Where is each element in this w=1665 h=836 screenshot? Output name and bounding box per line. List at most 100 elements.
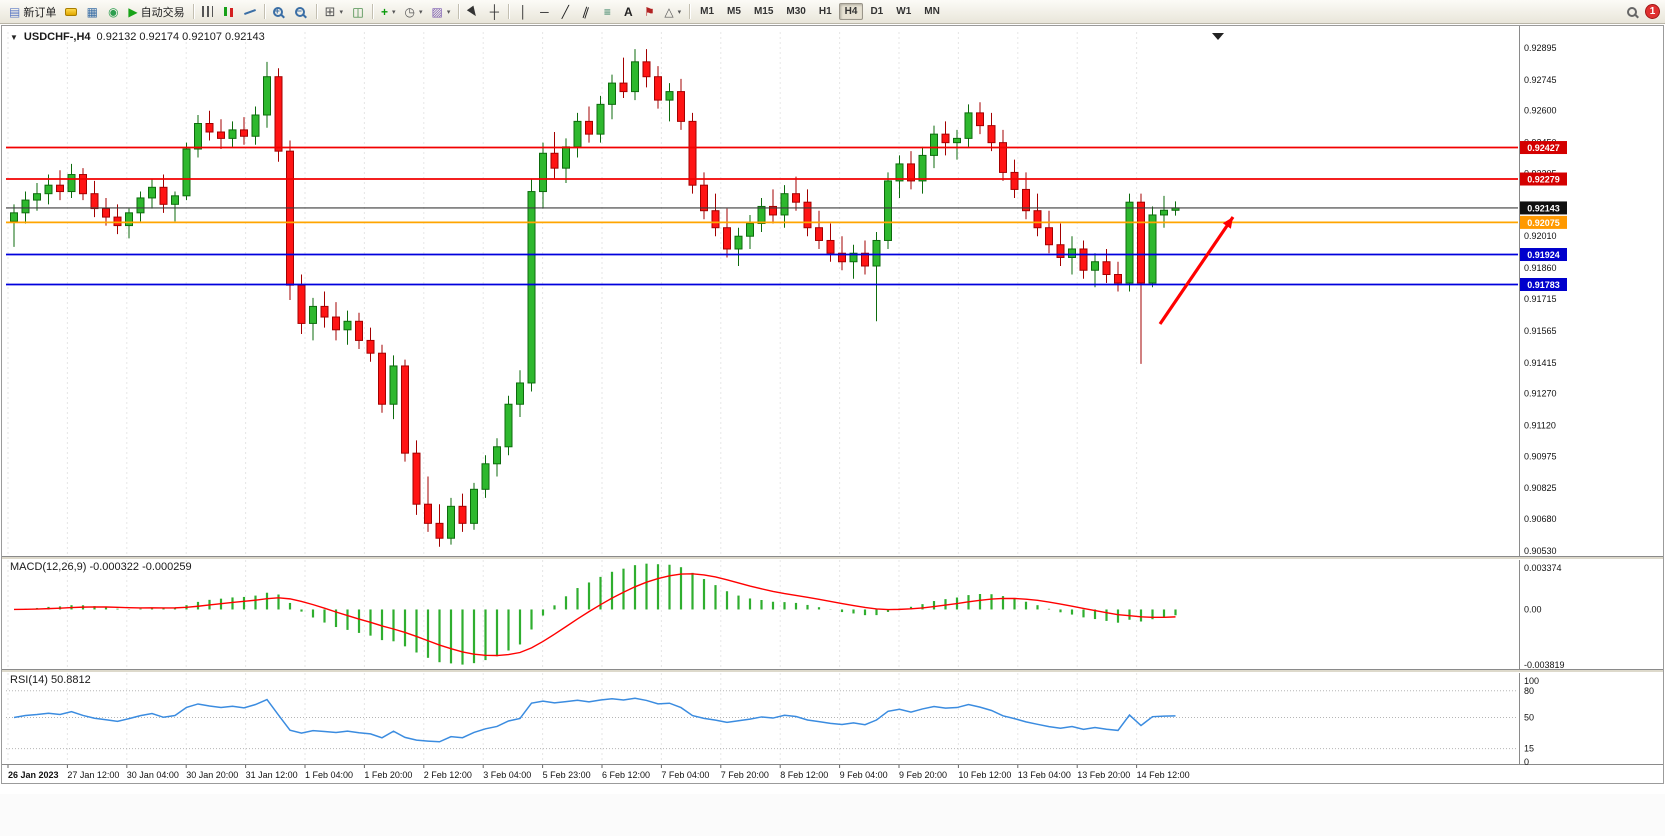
crosshair-button[interactable]: ┼ xyxy=(484,2,504,22)
toolbar-separator xyxy=(192,4,194,19)
zoom-out-icon xyxy=(294,6,305,17)
svg-text:8 Feb 12:00: 8 Feb 12:00 xyxy=(780,770,828,780)
horizontal-line-button[interactable]: ─ xyxy=(534,2,554,22)
timeframe-m5-button[interactable]: M5 xyxy=(721,3,747,20)
template-icon: ▨ xyxy=(431,4,443,19)
zoom-in-button[interactable] xyxy=(269,2,290,22)
chevron-down-icon: ▾ xyxy=(392,8,396,16)
tile-windows-icon: ◫ xyxy=(352,4,364,19)
templates-button[interactable]: ▨ ▾ xyxy=(428,2,455,22)
chart-window[interactable]: 26 Jan 2023 27 Jan 12:00 30 Jan 04:00 30 Ja… xyxy=(0,24,1665,794)
cursor-arrow-icon xyxy=(467,5,480,18)
text-button[interactable]: A xyxy=(618,2,638,22)
timeframe-w1-button[interactable]: W1 xyxy=(890,3,917,20)
svg-text:100: 100 xyxy=(1524,676,1539,686)
svg-text:0.91415: 0.91415 xyxy=(1524,358,1557,368)
svg-text:2 Feb 12:00: 2 Feb 12:00 xyxy=(424,770,472,780)
crosshair-icon: ┼ xyxy=(489,4,499,19)
hlines-layer: 0.92427 0.92279 0.92143 0.92075 0.91924 0.917… xyxy=(6,141,1567,292)
channel-button[interactable]: ∥ xyxy=(576,2,596,22)
chevron-down-icon: ▾ xyxy=(339,8,343,16)
svg-text:0.92010: 0.92010 xyxy=(1524,231,1557,241)
bar-chart-icon xyxy=(202,6,214,17)
timeframe-m30-button[interactable]: M30 xyxy=(780,3,811,20)
trendline-button[interactable]: ╱ xyxy=(555,2,575,22)
new-order-button[interactable]: ▤ 新订单 xyxy=(5,2,60,22)
svg-text:10 Feb 12:00: 10 Feb 12:00 xyxy=(958,770,1011,780)
zoom-in-icon xyxy=(272,6,283,17)
timeframe-m1-button[interactable]: M1 xyxy=(694,3,720,20)
market-watch-button[interactable]: ◉ xyxy=(103,2,123,22)
svg-text:0.90680: 0.90680 xyxy=(1524,514,1557,524)
notification-badge[interactable]: 1 xyxy=(1645,4,1660,19)
svg-text:6 Feb 12:00: 6 Feb 12:00 xyxy=(602,770,650,780)
autotrading-button[interactable]: ▶ 自动交易 xyxy=(124,2,188,22)
svg-text:0.00: 0.00 xyxy=(1524,604,1542,614)
timeframe-d1-button[interactable]: D1 xyxy=(864,3,889,20)
svg-text:26 Jan 2023: 26 Jan 2023 xyxy=(8,770,59,780)
svg-text:27 Jan 12:00: 27 Jan 12:00 xyxy=(67,770,119,780)
svg-text:0.91120: 0.91120 xyxy=(1524,421,1556,431)
timeframe-m15-button[interactable]: M15 xyxy=(748,3,779,20)
new-order-label: 新订单 xyxy=(23,6,57,19)
svg-text:9 Feb 04:00: 9 Feb 04:00 xyxy=(840,770,888,780)
new-chart-button[interactable]: ⊞ ▾ xyxy=(321,2,347,22)
candlestick-button[interactable] xyxy=(219,2,239,22)
chart-title-overlay: ▼ USDCHF-,H4 0.92132 0.92174 0.92107 0.9… xyxy=(10,31,265,43)
chevron-down-icon: ▾ xyxy=(677,8,682,16)
clock-icon: ◷ xyxy=(404,4,416,19)
svg-text:0.92427: 0.92427 xyxy=(1527,143,1560,153)
svg-text:7 Feb 20:00: 7 Feb 20:00 xyxy=(721,770,769,780)
indicators-button[interactable]: + ▾ xyxy=(377,2,400,22)
gold-coins-icon xyxy=(65,7,78,16)
svg-text:0.92279: 0.92279 xyxy=(1527,175,1560,185)
svg-text:0.90975: 0.90975 xyxy=(1524,451,1557,461)
svg-text:0.90530: 0.90530 xyxy=(1524,546,1557,556)
svg-text:0.91715: 0.91715 xyxy=(1524,294,1557,304)
rsi-indicator-label: RSI(14) 50.8812 xyxy=(10,674,91,686)
svg-text:0.92075: 0.92075 xyxy=(1527,218,1560,228)
svg-text:1 Feb 20:00: 1 Feb 20:00 xyxy=(364,770,412,780)
chart-symbol-label: USDCHF-,H4 xyxy=(23,31,91,43)
svg-text:-0.003819: -0.003819 xyxy=(1524,660,1565,670)
candlestick-icon xyxy=(224,7,228,16)
toolbar-separator xyxy=(458,4,460,19)
toolbar-separator xyxy=(263,4,265,19)
bar-chart-button[interactable] xyxy=(198,2,218,22)
macd-layer xyxy=(13,563,1177,665)
timeframe-mn-button[interactable]: MN xyxy=(918,3,946,20)
rsi-layer xyxy=(13,697,1176,743)
periods-button[interactable]: ◷ ▾ xyxy=(401,2,427,22)
price-chart-canvas[interactable]: 26 Jan 2023 27 Jan 12:00 30 Jan 04:00 30 Ja… xyxy=(0,24,1665,790)
svg-text:9 Feb 20:00: 9 Feb 20:00 xyxy=(899,770,947,780)
flag-icon: ⚑ xyxy=(644,4,655,19)
autotrading-label: 自动交易 xyxy=(140,6,185,19)
line-chart-button[interactable] xyxy=(240,2,260,22)
data-window-button[interactable]: ▦ xyxy=(82,2,102,22)
equidistant-channel-icon: ∥ xyxy=(581,3,592,20)
svg-text:31 Jan 12:00: 31 Jan 12:00 xyxy=(246,770,298,780)
vertical-line-icon: │ xyxy=(519,4,528,19)
one-click-trading-toggle[interactable]: ▼ xyxy=(10,32,18,42)
vertical-line-button[interactable]: │ xyxy=(513,2,533,22)
cursor-button[interactable] xyxy=(463,2,483,22)
svg-text:0.92745: 0.92745 xyxy=(1524,75,1557,85)
zoom-out-button[interactable] xyxy=(291,2,312,22)
svg-text:30 Jan 20:00: 30 Jan 20:00 xyxy=(186,770,238,780)
svg-text:14 Feb 12:00: 14 Feb 12:00 xyxy=(1137,770,1190,780)
svg-text:0.90825: 0.90825 xyxy=(1524,483,1557,493)
toolbar-separator xyxy=(372,4,373,19)
fibonacci-button[interactable]: ≡ xyxy=(597,2,617,22)
timeframe-h4-button[interactable]: H4 xyxy=(838,3,864,20)
svg-text:0.92895: 0.92895 xyxy=(1524,43,1557,53)
shapes-icon: △ xyxy=(664,4,674,19)
svg-text:0.91924: 0.91924 xyxy=(1527,250,1560,260)
svg-text:50: 50 xyxy=(1524,713,1534,723)
shapes-button[interactable]: △ ▾ xyxy=(660,2,685,22)
text-label-button[interactable]: ⚑ xyxy=(639,2,659,22)
gold-coins-button[interactable] xyxy=(61,2,81,22)
svg-text:5 Feb 23:00: 5 Feb 23:00 xyxy=(543,770,591,780)
search-button[interactable] xyxy=(1623,2,1644,22)
timeframe-h1-button[interactable]: H1 xyxy=(813,3,838,20)
tile-windows-button[interactable]: ◫ xyxy=(348,2,368,22)
